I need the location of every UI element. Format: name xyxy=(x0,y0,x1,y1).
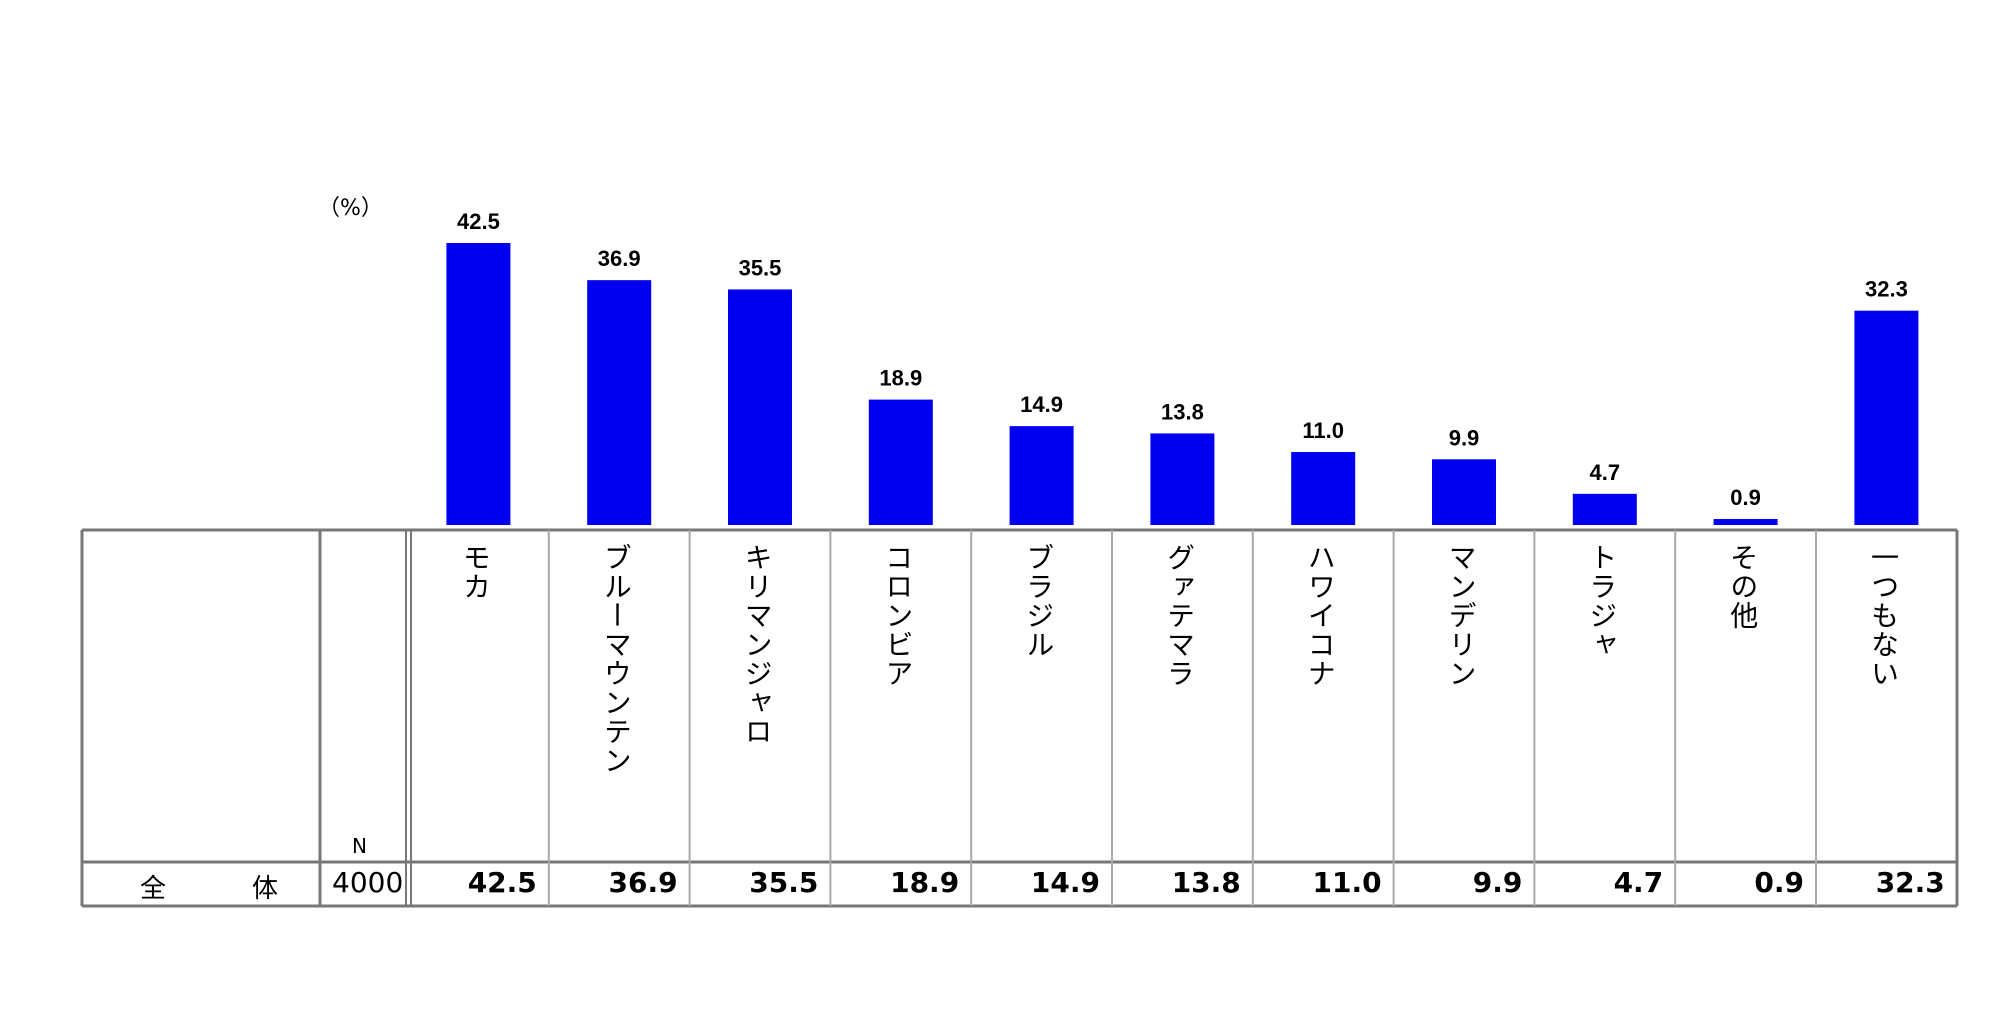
bar-value-label: 9.9 xyxy=(1449,425,1480,450)
bar-value-label: 11.0 xyxy=(1302,418,1344,443)
total-row-value: 11.0 xyxy=(1312,866,1382,899)
bar-5 xyxy=(1150,433,1215,525)
bar-value-label: 36.9 xyxy=(598,246,641,271)
bar-9 xyxy=(1713,519,1778,525)
total-row-value: 36.9 xyxy=(608,866,678,899)
total-row-value: 18.9 xyxy=(890,866,960,899)
category-label: ブラジル xyxy=(1022,543,1056,659)
total-row-value: 32.3 xyxy=(1875,866,1945,899)
total-row-value: 0.9 xyxy=(1754,866,1804,899)
category-label: トラジャ xyxy=(1585,543,1619,659)
total-row-value: 42.5 xyxy=(467,866,537,899)
category-label: キリマンジャロ xyxy=(740,543,774,746)
category-label: ハワイコナ xyxy=(1303,543,1337,688)
bar-3 xyxy=(868,399,933,525)
bar-6 xyxy=(1291,452,1356,525)
bar-value-label: 14.9 xyxy=(1020,392,1063,417)
bar-value-label: 42.5 xyxy=(457,209,500,234)
category-label: 一つもない xyxy=(1867,543,1900,688)
bar-value-label: 4.7 xyxy=(1590,460,1621,485)
bar-10 xyxy=(1854,310,1919,525)
total-row-value: 4.7 xyxy=(1613,866,1664,899)
bar-0 xyxy=(446,243,511,525)
bar-4 xyxy=(1009,426,1074,525)
category-label: その他 xyxy=(1726,543,1760,630)
bar-value-label: 18.9 xyxy=(879,366,922,391)
total-row-n: 4000 xyxy=(332,866,404,899)
n-header: N xyxy=(352,834,367,858)
bar-value-label: 13.8 xyxy=(1161,399,1204,424)
bar-1 xyxy=(587,280,652,525)
table-grid xyxy=(80,528,1959,908)
bar-value-label: 0.9 xyxy=(1730,485,1761,510)
total-row-value: 35.5 xyxy=(749,866,819,899)
bar-value-label: 35.5 xyxy=(739,255,782,280)
bar-2 xyxy=(728,289,792,525)
total-row-value: 14.9 xyxy=(1030,866,1100,899)
bars-group xyxy=(446,243,1919,525)
bar-7 xyxy=(1432,459,1496,525)
category-label: マンデリン xyxy=(1444,543,1478,688)
category-label: コロンビア xyxy=(881,543,915,688)
total-row-value: 9.9 xyxy=(1472,866,1523,899)
category-label: グァテマラ xyxy=(1163,543,1196,688)
bar-value-labels: 42.5 36.9 35.5 18.9 14.9 13.8 11.0 9.9 4.7 0.9 32.… xyxy=(457,209,1908,510)
category-label: モカ xyxy=(459,543,492,601)
unit-label: （%） xyxy=(318,196,383,221)
total-row-value: 13.8 xyxy=(1171,866,1241,899)
category-label: ブルーマウンテン xyxy=(599,543,633,775)
bar-value-label: 32.3 xyxy=(1865,277,1908,302)
bar-8 xyxy=(1572,493,1637,525)
total-row-label: 全 体 xyxy=(140,874,309,904)
